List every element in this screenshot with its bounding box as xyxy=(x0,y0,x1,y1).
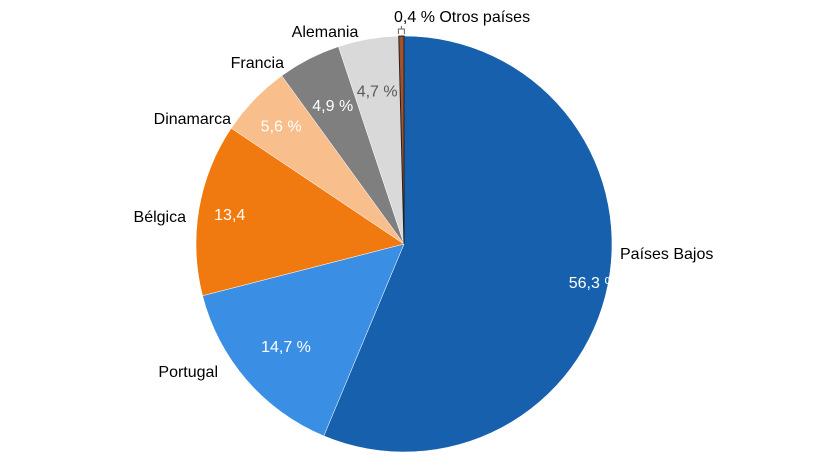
pie-slice-otros-países xyxy=(398,35,405,245)
data-label: 13,4 xyxy=(214,207,245,224)
pie-slice-países-bajos xyxy=(323,35,613,453)
data-label: 4,7 % xyxy=(357,83,398,100)
data-label: 56,3 % xyxy=(569,275,619,292)
category-label: Portugal xyxy=(158,364,218,381)
data-label: 5,6 % xyxy=(261,119,302,136)
pie-slice-portugal xyxy=(202,243,405,437)
category-label: Dinamarca xyxy=(154,111,231,128)
category-label: 0,4 % Otros países xyxy=(394,9,530,26)
category-label: Francia xyxy=(231,55,284,72)
category-label: Bélgica xyxy=(134,209,187,226)
data-label: 14,7 % xyxy=(261,339,311,356)
category-label: Países Bajos xyxy=(620,246,713,263)
category-label: Alemania xyxy=(292,24,359,41)
data-label: 4,9 % xyxy=(312,98,353,115)
pie-slice-bélgica xyxy=(195,127,405,297)
leader-line xyxy=(397,26,405,35)
